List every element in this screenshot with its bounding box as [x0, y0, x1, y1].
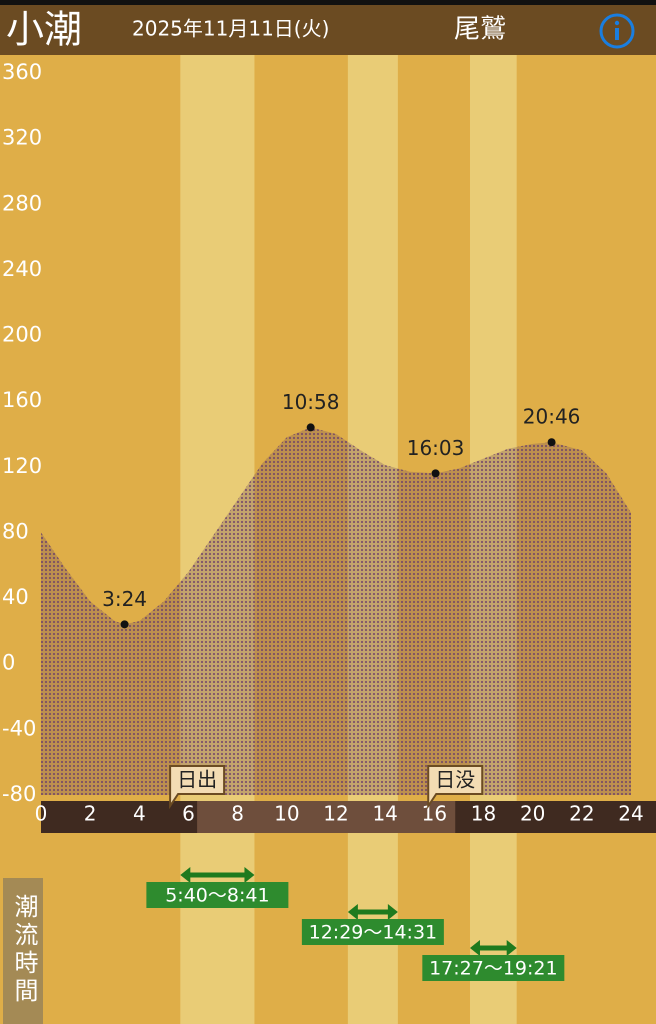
- tide-area: [41, 427, 631, 795]
- y-tick-label: 320: [2, 126, 42, 150]
- x-tick-label: 0: [35, 802, 48, 826]
- x-tick-label: 4: [133, 802, 146, 826]
- extreme-point: [306, 423, 315, 432]
- x-tick-label: 2: [84, 802, 97, 826]
- y-tick-label: -80: [2, 782, 36, 806]
- y-tick-label: 0: [2, 651, 15, 675]
- extreme-point: [431, 469, 440, 478]
- x-tick-label: 22: [569, 802, 594, 826]
- y-tick-label: 200: [2, 323, 42, 347]
- y-tick-label: 40: [2, 585, 29, 609]
- y-tick-label: 360: [2, 60, 42, 84]
- flow-label: 17:27〜19:21: [429, 958, 558, 980]
- sun-marker: [169, 765, 226, 810]
- flow-label-box: [301, 919, 444, 945]
- x-tick-label: 18: [471, 802, 496, 826]
- x-tick-label: 8: [231, 802, 244, 826]
- extreme-point: [120, 620, 129, 629]
- flow-label-box: [422, 955, 565, 981]
- info-button[interactable]: [599, 13, 635, 49]
- tide-name: 小潮: [6, 8, 82, 52]
- axis-strip-day: [197, 801, 456, 833]
- flow-arrow-head: [469, 940, 517, 956]
- flow-label-box: [146, 882, 289, 908]
- header-bar: [0, 0, 656, 55]
- x-tick-label: 6: [182, 802, 195, 826]
- y-tick-label: -40: [2, 716, 36, 740]
- y-tick-label: 80: [2, 519, 29, 543]
- flow-label: 5:40〜8:41: [165, 885, 269, 907]
- flow-heading-box: [3, 878, 43, 1024]
- x-tick-label: 16: [422, 802, 447, 826]
- y-tick-label: 160: [2, 388, 42, 412]
- y-tick-label: 240: [2, 257, 42, 281]
- extreme-time: 20:46: [523, 405, 581, 429]
- flow-heading: 潮流時間: [10, 894, 38, 1006]
- extreme-point: [547, 438, 556, 447]
- extreme-time: 10:58: [282, 390, 340, 414]
- x-tick-label: 24: [618, 802, 643, 826]
- sun-marker: [427, 765, 484, 810]
- status-strip: [0, 0, 656, 5]
- date: 2025年11月11日(火): [132, 17, 329, 41]
- y-tick-label: 280: [2, 191, 42, 215]
- extreme-time: 16:03: [407, 436, 465, 460]
- sun-label: 日没: [435, 768, 475, 792]
- x-tick-label: 10: [274, 802, 299, 826]
- sun-label: 日出: [177, 768, 217, 792]
- location[interactable]: 尾鷲: [454, 15, 506, 45]
- x-tick-label: 14: [372, 802, 397, 826]
- y-tick-label: 120: [2, 454, 42, 478]
- extreme-time: 3:24: [102, 587, 147, 611]
- x-tick-label: 12: [323, 802, 348, 826]
- flow-label: 12:29〜14:31: [309, 922, 438, 944]
- x-tick-label: 20: [520, 802, 545, 826]
